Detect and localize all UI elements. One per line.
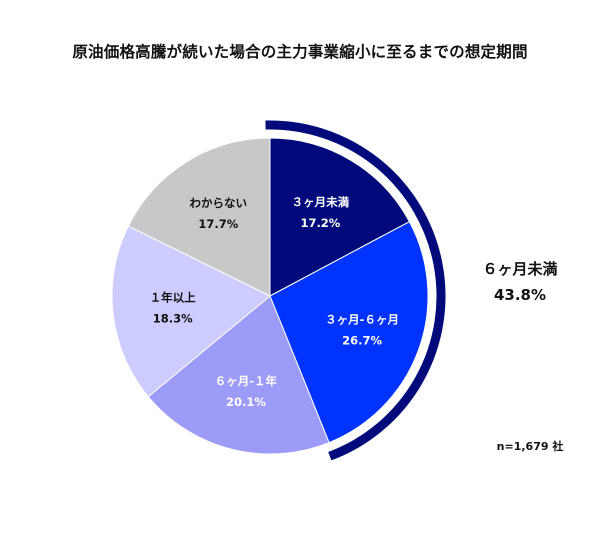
slice-value-6m-1y: 20.1% [226,395,266,409]
chart-title: 原油価格高騰が続いた場合の主力事業縮小に至るまでの想定期間 [72,43,528,61]
pie-slice-lt-3m [269,137,411,297]
pie-slice-unknown [127,137,271,297]
group-bracket-value: 43.8% [493,286,547,304]
pie-slice-gt-1y [111,225,271,398]
slice-value-gt-1y: 18.3% [153,311,193,325]
slice-label-unknown: わからない [190,196,248,210]
slice-label-lt-3m: ３ヶ月未満 [292,195,350,209]
pie-slice-6m-1y [147,295,330,455]
slice-value-lt-3m: 17.2% [300,216,340,230]
slice-label-gt-1y: １年以上 [150,290,196,304]
slice-label-3m-6m: ３ヶ月-６ヶ月 [325,312,399,326]
slice-value-3m-6m: 26.7% [342,333,382,347]
group-bracket-label: ６ヶ月未満 [482,260,558,278]
sample-size-note: n=1,679 社 [496,440,564,453]
slice-value-unknown: 17.7% [198,217,238,231]
group-bracket-arc [265,120,446,461]
slice-label-6m-1y: ６ヶ月-１年 [215,374,278,388]
pie-slice-3m-6m [269,220,429,444]
